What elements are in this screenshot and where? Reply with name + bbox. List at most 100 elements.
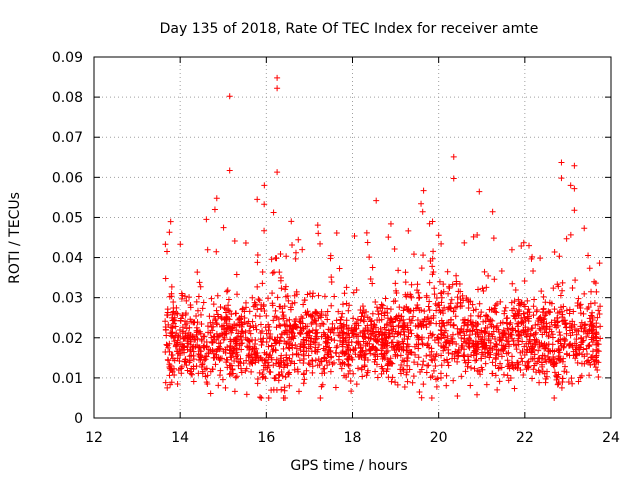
data-point [531,355,538,362]
data-point [426,279,433,286]
data-point [554,281,561,288]
data-point [242,334,249,341]
data-point [291,366,298,373]
data-point [416,388,423,395]
data-point [232,340,239,347]
data-point [178,295,185,302]
data-point [234,355,241,362]
data-point [198,337,205,344]
data-point [313,330,320,337]
data-point [446,340,453,347]
data-point [401,358,408,365]
data-point [402,279,409,286]
data-point [441,334,448,341]
data-point [223,288,230,295]
data-point [507,319,514,326]
data-point [352,351,359,358]
data-point [494,322,501,329]
data-point [419,208,426,215]
data-point [276,269,283,276]
data-point [392,379,399,386]
data-point [597,335,604,342]
y-tick-label: 0.07 [52,130,83,146]
data-point [259,269,266,276]
data-point [572,355,579,362]
data-point [169,317,176,324]
data-point [515,328,522,335]
data-point [513,346,520,353]
data-point [238,313,245,320]
data-point [542,375,549,382]
data-point [352,345,359,352]
data-point [263,312,270,319]
data-point [584,351,591,358]
data-point [210,301,217,308]
data-point [262,360,269,367]
data-point [395,330,402,337]
data-point [531,351,538,358]
data-point [593,337,600,344]
data-point [228,325,235,332]
data-point [591,358,598,365]
data-point [475,286,482,293]
data-point [372,345,379,352]
data-point [577,344,584,351]
data-point [574,302,581,309]
x-tick-label: 20 [430,430,448,446]
chart-title: Day 135 of 2018, Rate Of TEC Index for r… [160,21,539,37]
data-point [445,306,452,313]
data-point [300,360,307,367]
data-point [400,326,407,333]
data-point [209,347,216,354]
data-point [467,312,474,319]
data-point [214,333,221,340]
data-point [418,322,425,329]
data-point [186,294,193,301]
data-point [305,360,312,367]
data-point [566,341,573,348]
data-point-notable [213,195,220,202]
data-point [273,324,280,331]
data-point [248,368,255,375]
data-point [301,297,308,304]
data-point [593,320,600,327]
data-point [445,290,452,297]
data-point [431,337,438,344]
data-point [474,391,481,398]
data-point [222,346,229,353]
data-point [195,293,202,300]
data-point [464,337,471,344]
data-point [469,301,476,308]
data-point [509,362,516,369]
data-point [534,358,541,365]
data-point [508,359,515,366]
data-point [225,302,232,309]
data-point [431,291,438,298]
data-point [309,293,316,300]
data-point [223,330,230,337]
data-point [212,361,219,368]
data-point [278,352,285,359]
data-point [360,307,367,314]
data-point [246,308,253,315]
data-point [287,306,294,313]
data-point [473,326,480,333]
data-point [565,378,572,385]
data-point [540,293,547,300]
data-point [444,268,451,275]
data-point [566,306,573,313]
data-point [313,333,320,340]
data-point [425,303,432,310]
data-point [404,336,411,343]
data-point [518,319,525,326]
data-point [214,346,221,353]
data-point [530,312,537,319]
data-point [543,342,550,349]
data-point [243,391,250,398]
data-point [379,355,386,362]
data-point [561,341,568,348]
data-point [323,343,330,350]
data-point [592,280,599,287]
data-point [486,345,493,352]
data-point [231,238,238,245]
